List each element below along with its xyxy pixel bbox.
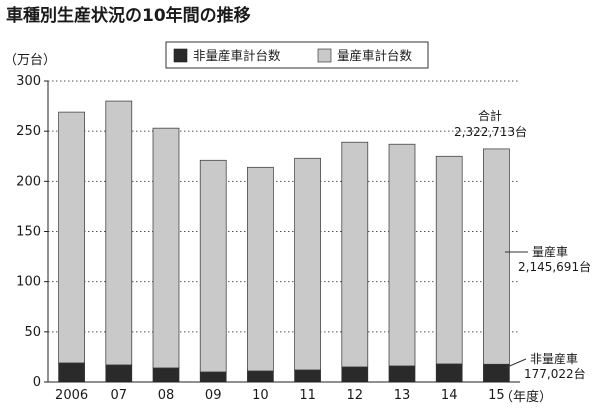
bar-mass-14 (435, 155, 463, 365)
x-tick-label-15: 15 (488, 388, 505, 403)
bar-non-mass-12 (341, 366, 369, 383)
annotation-total-label: 合計 (478, 108, 502, 123)
y-tick-label-200: 200 (16, 174, 41, 189)
x-tick-label-11: 11 (299, 388, 316, 403)
x-tick-label-09: 09 (205, 388, 222, 403)
bar-mass-10 (247, 166, 274, 372)
y-tick-label-300: 300 (16, 74, 41, 89)
y-tick-label-0: 0 (33, 375, 41, 390)
annotation-non-mass-label: 非量産車 (530, 351, 578, 366)
annotation-non-mass-leader (504, 358, 527, 369)
legend-frame (165, 41, 429, 69)
bar-non-mass-11 (294, 369, 321, 383)
bar-non-mass-08 (152, 367, 180, 383)
bar-mass-08 (152, 127, 180, 369)
x-tick-label-13: 13 (394, 388, 411, 403)
bar-mass-12 (341, 141, 369, 368)
bar-non-mass-09 (199, 371, 227, 383)
annotation-total-value: 2,322,713台 (454, 124, 527, 139)
chart-title: 車種別生産状況の10年間の推移 (6, 5, 251, 26)
x-tick-label-07: 07 (111, 388, 128, 403)
y-tick-label-100: 100 (16, 275, 41, 290)
ticks-layer: 0 50 100 150 200 250 300 2006 07 08 09 10 11 12 13 14 15 (16, 74, 505, 403)
bar-mass-09 (199, 159, 227, 373)
bar-mass-07 (105, 100, 133, 366)
x-tick-label-2006: 2006 (55, 388, 88, 403)
bar-non-mass-14 (435, 363, 463, 383)
bar-non-mass-2006 (58, 362, 85, 383)
legend-label-mass: 量産車計台数 (337, 48, 413, 63)
bar-non-mass-07 (105, 364, 133, 383)
legend: 非量産車計台数 量産車計台数 (165, 41, 429, 69)
bars-layer (58, 100, 510, 383)
x-tick-label-08: 08 (158, 388, 175, 403)
bar-mass-15 (483, 148, 510, 365)
annotations: 合計 2,322,713台 量産車 2,145,691台 非量産車 177,02… (454, 108, 591, 381)
annotation-non-mass-value: 177,022台 (524, 366, 586, 381)
bar-mass-11 (294, 157, 321, 371)
y-axis-label: （万台） (4, 53, 56, 68)
annotation-mass-value: 2,145,691台 (518, 259, 591, 274)
x-tick-label-14: 14 (441, 388, 458, 403)
bar-non-mass-10 (247, 370, 274, 383)
bar-mass-2006 (58, 111, 85, 364)
bar-non-mass-15 (483, 363, 510, 383)
legend-swatch-mass (317, 48, 332, 63)
x-axis-label: （年度） (500, 389, 552, 405)
x-tick-label-10: 10 (252, 388, 269, 403)
annotation-mass-label: 量産車 (532, 244, 568, 259)
x-tick-label-12: 12 (347, 388, 364, 403)
y-tick-label-50: 50 (24, 325, 41, 340)
bar-non-mass-13 (388, 365, 416, 383)
legend-label-non-mass: 非量産車計台数 (193, 48, 281, 63)
bar-mass-13 (388, 143, 416, 367)
y-tick-label-250: 250 (16, 124, 41, 139)
y-tick-label-150: 150 (16, 225, 41, 240)
legend-swatch-non-mass (173, 48, 188, 63)
